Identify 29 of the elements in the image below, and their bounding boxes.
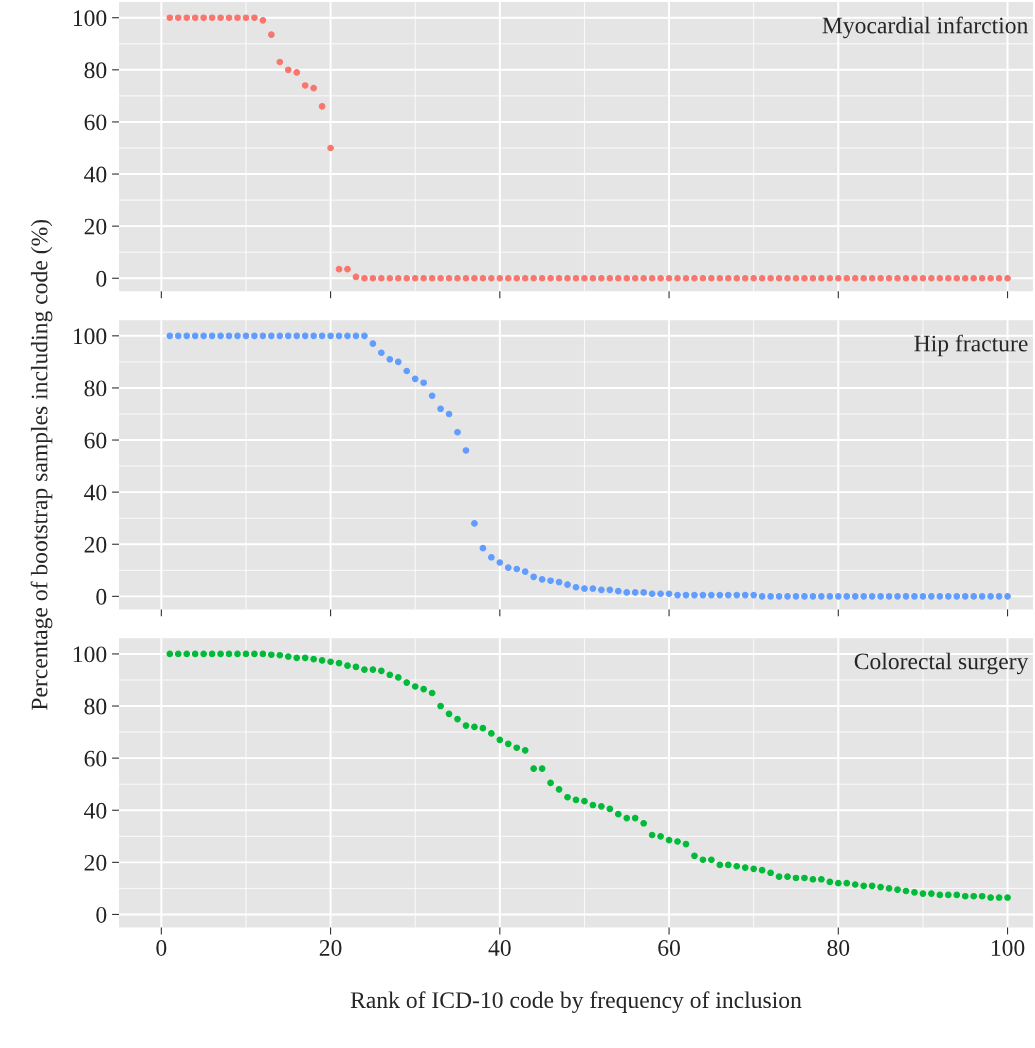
x-axis-title: Rank of ICD-10 code by frequency of inclusion <box>350 991 802 1013</box>
y-axis-title: Percentage of bootstrap samples including code (%) <box>30 219 53 710</box>
y-tick-label: 60 <box>84 750 107 767</box>
text: Colorectal surgery <box>854 652 1029 675</box>
x-tick-label: 60 <box>658 939 680 956</box>
y-tick-label: 0 <box>96 588 107 605</box>
x-tick-label: 80 <box>827 939 850 956</box>
y-tick-label: 0 <box>96 270 107 287</box>
x-tick-label: 20 <box>319 939 342 956</box>
y-tick-label: 80 <box>84 698 107 715</box>
y-tick-label: 100 <box>73 328 107 345</box>
y-tick-label: 80 <box>84 380 107 397</box>
y-tick-label: 20 <box>84 854 107 871</box>
y-tick-label: 40 <box>84 484 107 501</box>
y-tick-label: 100 <box>73 10 107 27</box>
y-tick-label: 100 <box>73 646 107 663</box>
x-tick-label: 0 <box>156 939 167 956</box>
x-tick-label: 40 <box>488 939 511 956</box>
y-tick-label: 60 <box>84 432 107 449</box>
y-tick-label: 40 <box>84 166 107 183</box>
text: Hip fracture <box>914 334 1028 357</box>
y-tick-label: 60 <box>84 114 107 131</box>
text: Myocardial infarction <box>822 16 1028 39</box>
y-tick-label: 0 <box>96 906 107 923</box>
y-tick-label: 20 <box>84 218 107 235</box>
y-tick-label: 40 <box>84 802 107 819</box>
y-tick-label: 20 <box>84 536 107 553</box>
x-tick-label: 100 <box>991 939 1025 956</box>
y-tick-label: 80 <box>84 62 107 79</box>
